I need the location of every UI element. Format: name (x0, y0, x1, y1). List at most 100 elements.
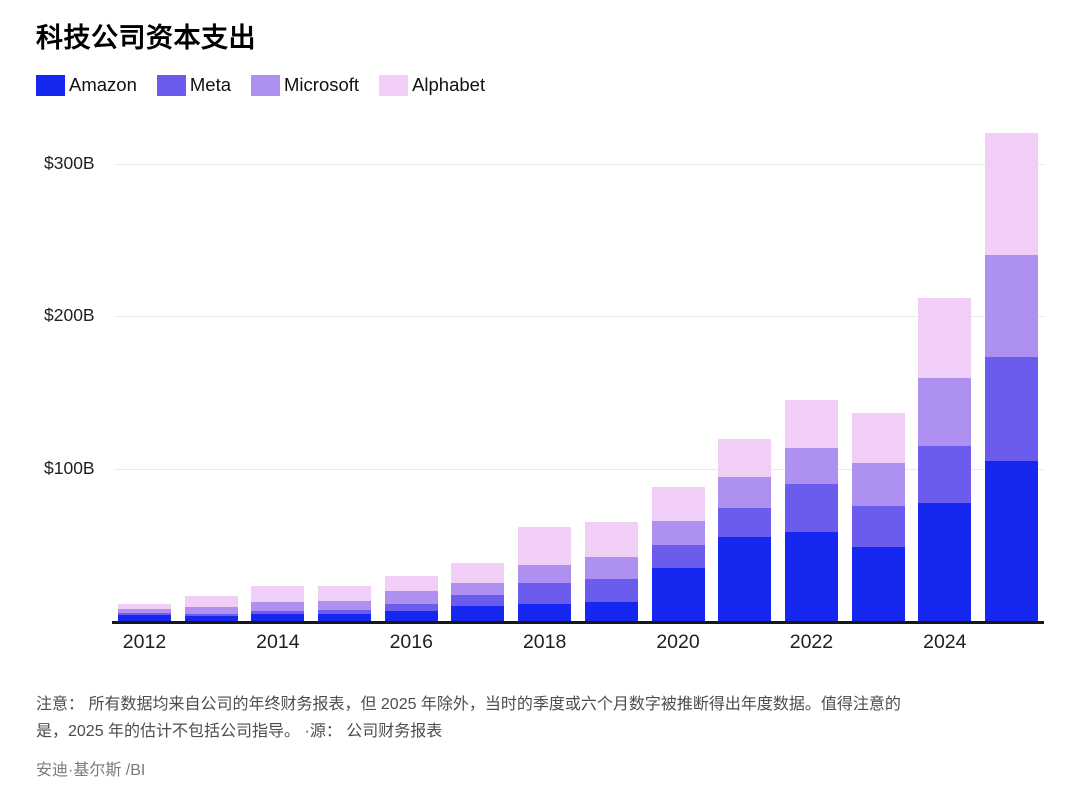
bar-segment-microsoft-2025 (985, 255, 1038, 358)
bar-segment-microsoft-2019 (584, 557, 638, 579)
bar-segment-alphabet-2021 (718, 439, 772, 477)
x-axis-label-2014: 2014 (256, 631, 300, 653)
bar-segment-amazon-2016 (384, 610, 438, 621)
bar-segment-microsoft-2014 (251, 602, 305, 611)
bar-segment-alphabet-2017 (451, 562, 505, 584)
legend-label-amazon: Amazon (69, 74, 137, 95)
legend-label-alphabet: Alphabet (412, 74, 486, 95)
bar-segment-meta-2022 (784, 484, 838, 533)
bar-segment-amazon-2019 (584, 601, 638, 621)
y-axis-label-300: $300B (44, 152, 95, 173)
bar-2025 (985, 133, 1038, 621)
bars-container (118, 120, 1038, 621)
bar-segment-amazon-2024 (918, 502, 972, 621)
bar-2020 (651, 487, 705, 621)
bar-segment-alphabet-2022 (784, 399, 838, 448)
bar-segment-microsoft-2016 (384, 591, 438, 604)
bar-2014 (251, 585, 305, 621)
bar-segment-alphabet-2015 (318, 586, 372, 602)
bar-segment-meta-2013 (184, 613, 238, 616)
bar-segment-alphabet-2025 (985, 133, 1038, 256)
bar-segment-amazon-2021 (718, 536, 772, 621)
footnote-line-1: 注意： 所有数据均来自公司的年终财务报表，但 2025 年除外，当时的季度或六个… (36, 696, 901, 713)
bar-segment-meta-2012 (118, 612, 171, 616)
x-axis-label-2012: 2012 (122, 631, 167, 653)
footnote-line-2: 是，2025 年的估计不包括公司指导。 ·源： 公司财务报表 (36, 723, 443, 740)
y-axis-label-100: $100B (44, 457, 95, 478)
bar-segment-meta-2023 (851, 505, 905, 548)
bar-segment-microsoft-2022 (784, 447, 838, 485)
legend-item-amazon: Amazon (36, 74, 137, 96)
bar-segment-alphabet-2012 (118, 604, 171, 610)
legend-item-alphabet: Alphabet (379, 74, 485, 96)
bar-segment-microsoft-2015 (318, 601, 372, 611)
bar-segment-amazon-2022 (784, 532, 838, 621)
bar-segment-microsoft-2018 (518, 564, 572, 583)
legend-swatch-alphabet (379, 74, 409, 96)
x-axis-line (112, 621, 1044, 624)
bar-segment-amazon-2014 (251, 613, 305, 621)
bar-2022 (784, 399, 838, 621)
byline: 安迪·基尔斯 /BI (36, 762, 146, 779)
bar-segment-alphabet-2016 (384, 575, 438, 592)
x-axis-label-2022: 2022 (789, 631, 834, 653)
legend-label-microsoft: Microsoft (284, 74, 360, 95)
legend-swatch-amazon (36, 74, 65, 96)
x-axis-label-2018: 2018 (522, 631, 567, 653)
gridline-300 (114, 163, 1044, 165)
legend-label-meta: Meta (189, 74, 232, 95)
bar-2016 (384, 575, 438, 621)
legend-swatch-microsoft (251, 74, 281, 96)
bar-segment-amazon-2023 (851, 547, 905, 621)
bar-segment-microsoft-2021 (718, 476, 772, 509)
bar-segment-amazon-2018 (518, 603, 572, 621)
bar-segment-alphabet-2024 (918, 297, 972, 378)
bar-2019 (584, 521, 638, 621)
bar-segment-meta-2019 (584, 578, 638, 602)
chart-title: 科技公司资本支出 (36, 23, 256, 53)
y-axis-label-200: $200B (44, 305, 95, 325)
bar-segment-microsoft-2024 (918, 377, 972, 446)
bar-segment-meta-2018 (518, 582, 572, 604)
bar-segment-alphabet-2013 (184, 595, 238, 608)
bar-segment-meta-2025 (985, 357, 1038, 461)
bar-segment-alphabet-2023 (851, 413, 905, 463)
bar-segment-meta-2024 (918, 445, 972, 503)
bar-segment-microsoft-2020 (651, 521, 705, 545)
bar-segment-meta-2016 (384, 603, 438, 611)
bar-segment-microsoft-2023 (851, 462, 905, 506)
bar-2015 (318, 586, 372, 621)
x-axis-label-2016: 2016 (389, 631, 433, 653)
legend-item-microsoft: Microsoft (251, 74, 359, 96)
bar-segment-meta-2014 (251, 610, 305, 614)
bar-2024 (918, 297, 972, 621)
gridline-100 (114, 468, 1044, 470)
bar-segment-amazon-2020 (651, 567, 705, 621)
bar-segment-alphabet-2019 (584, 521, 638, 558)
bar-segment-amazon-2015 (318, 614, 372, 621)
bar-2023 (851, 413, 905, 621)
legend-swatch-meta (156, 74, 186, 96)
bar-segment-amazon-2017 (451, 605, 505, 621)
bar-2012 (118, 604, 171, 621)
bar-segment-amazon-2013 (184, 615, 238, 621)
bar-segment-alphabet-2014 (251, 585, 305, 603)
bar-segment-microsoft-2017 (451, 583, 505, 596)
bar-segment-microsoft-2012 (118, 609, 171, 613)
bar-segment-meta-2021 (718, 508, 772, 537)
bar-segment-meta-2020 (651, 544, 705, 568)
bar-segment-meta-2015 (318, 610, 372, 614)
legend-item-meta: Meta (156, 74, 232, 96)
bar-segment-meta-2017 (451, 595, 505, 606)
bar-2018 (518, 526, 572, 621)
bar-2013 (184, 595, 238, 621)
legend: Amazon Meta Microsoft Alphabet (36, 74, 485, 96)
bar-segment-alphabet-2020 (651, 487, 705, 522)
footnote: 注意： 所有数据均来自公司的年终财务报表，但 2025 年除外，当时的季度或六个… (36, 691, 1046, 745)
gridline-200 (114, 316, 1044, 317)
bar-2021 (718, 439, 772, 621)
x-axis-label-2024: 2024 (923, 631, 967, 653)
bar-segment-microsoft-2013 (184, 607, 238, 614)
bar-2017 (451, 562, 505, 621)
